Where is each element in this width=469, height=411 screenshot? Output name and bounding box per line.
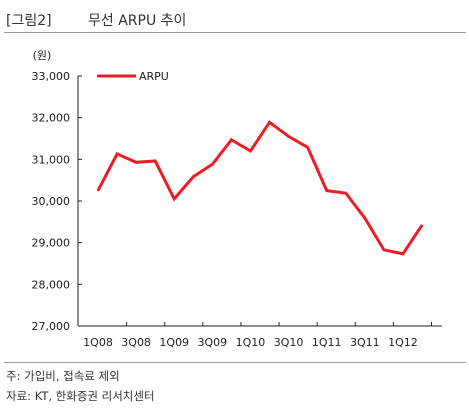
data-point (383, 248, 385, 251)
data-point (135, 161, 137, 164)
y-tick-label: 29,000 (32, 237, 71, 250)
data-point (173, 198, 176, 200)
y-tick-label: 32,000 (32, 112, 71, 125)
y-unit-label: (원) (33, 49, 52, 62)
x-tick-label: 3Q11 (350, 336, 380, 349)
figure-title: 무선 ARPU 추이 (88, 13, 187, 29)
data-point (344, 192, 347, 194)
x-tick-label: 1Q12 (388, 336, 418, 349)
series-group (96, 120, 424, 256)
data-point (154, 160, 156, 162)
x-tick-label: 1Q08 (83, 336, 113, 349)
figure-header: [그림2] 무선 ARPU 추이 (0, 0, 469, 36)
data-point (325, 189, 328, 192)
data-point (268, 121, 271, 124)
y-tick-label: 33,000 (32, 70, 71, 83)
source-note: 자료: KT, 한화증권 리서치센터 (6, 389, 155, 403)
x-tick-label: 3Q09 (198, 336, 228, 349)
footer-divider (4, 362, 466, 363)
x-tick-label: 1Q09 (159, 336, 189, 349)
legend: ARPU (97, 70, 169, 83)
x-tick-label: 3Q08 (121, 336, 151, 349)
data-point (97, 189, 99, 192)
header-divider (4, 32, 466, 33)
data-point (402, 253, 404, 255)
data-point (306, 146, 309, 149)
legend-label-arpu: ARPU (139, 70, 169, 83)
data-point (364, 217, 366, 219)
data-point (249, 150, 252, 152)
arpu-line-chart: (원) 27,000 28,000 29,000 30,000 31,000 32,000… (32, 49, 442, 349)
data-point (211, 163, 214, 166)
data-point (230, 138, 233, 141)
y-axis-ticks: 27,000 28,000 29,000 30,000 31,000 32,000 33,0… (32, 70, 82, 333)
data-point (116, 153, 118, 155)
series-line-arpu (96, 120, 424, 256)
figure-label: [그림2] (6, 13, 52, 29)
data-point (192, 176, 195, 178)
data-point (287, 135, 290, 138)
y-tick-label: 27,000 (32, 320, 71, 333)
x-tick-label: 1Q10 (236, 336, 266, 349)
x-tick-label: 1Q11 (312, 336, 342, 349)
footnote: 주: 가입비, 접속료 제외 (6, 369, 120, 383)
data-point (421, 224, 423, 226)
y-tick-label: 30,000 (32, 195, 71, 208)
y-tick-label: 31,000 (32, 153, 71, 166)
x-tick-label: 3Q10 (274, 336, 304, 349)
x-axis-ticks: 1Q08 3Q08 1Q09 3Q09 1Q10 3Q10 1Q11 3Q11 1Q12 (83, 322, 433, 349)
y-tick-label: 28,000 (32, 278, 71, 291)
chart-axes (77, 76, 442, 327)
